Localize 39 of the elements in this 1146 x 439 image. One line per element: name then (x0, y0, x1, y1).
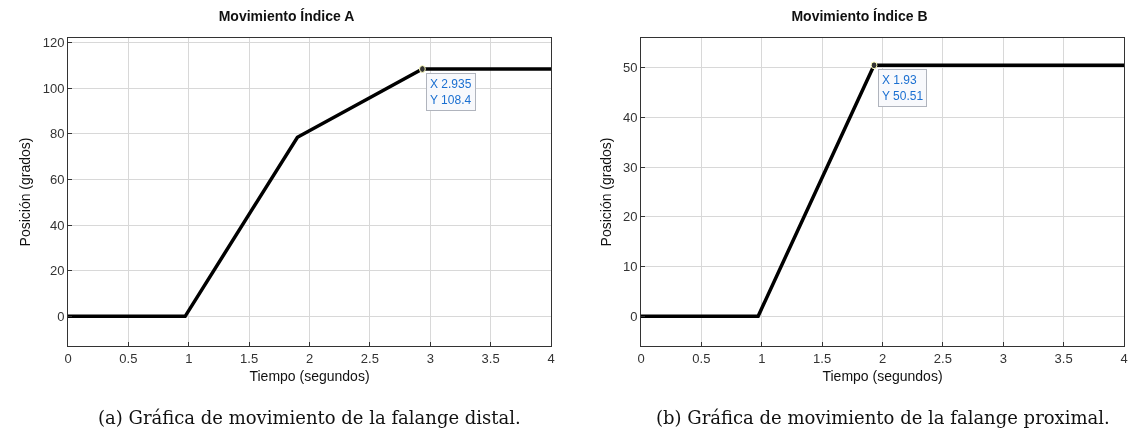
x-tick-label: 3 (999, 350, 1007, 366)
y-tick-label: 40 (49, 217, 65, 233)
text: (a) Gráfica de movimiento de la falange distal. (98, 407, 521, 428)
chart-title: Movimiento Índice A (218, 7, 355, 24)
y-tick-label: 80 (49, 126, 65, 142)
y-tick-label: 100 (42, 80, 65, 96)
y-axis-title: Posición (grados) (597, 137, 614, 247)
x-tick-label: 2 (878, 350, 887, 366)
chart-title: Movimiento Índice B (791, 7, 928, 24)
x-tick-label: 1.5 (813, 350, 832, 366)
x-tick-label: 0.5 (119, 350, 138, 366)
y-tick-label: 120 (42, 35, 65, 51)
y-tick-label: 20 (622, 209, 638, 225)
y-tick-label: 0 (630, 308, 638, 324)
y-tick-label: 60 (49, 172, 65, 187)
y-tick-label: 50 (622, 60, 638, 76)
x-tick-label: 2.5 (360, 350, 379, 366)
y-tick-label: 40 (622, 110, 638, 126)
x-tick-label: 1 (758, 350, 766, 366)
x-axis-title: Tiempo (segundos) (822, 367, 943, 384)
x-tick-label: 3.5 (1054, 350, 1073, 366)
x-tick-label: 4 (547, 350, 555, 366)
y-tick-label: 10 (622, 259, 638, 275)
x-tick-label: 4 (1120, 350, 1128, 366)
x-tick-label: 3.5 (481, 350, 500, 366)
x-tick-label: 3 (426, 350, 434, 366)
x-tick-label: 2 (305, 350, 314, 366)
x-tick-label: 1.5 (240, 350, 259, 366)
x-tick-label: 0.5 (692, 350, 711, 366)
y-tick-label: 20 (49, 263, 65, 279)
x-tick-label: 1 (185, 350, 193, 366)
annotation: X 2.935 Y 108.4 (430, 77, 472, 107)
text: (b) Gráfica de movimiento de la falange proximal. (656, 407, 1110, 428)
y-axis-title: Posición (grados) (17, 137, 34, 247)
y-tick-label: 30 (622, 159, 638, 175)
x-axis-title: Tiempo (segundos) (249, 367, 370, 384)
y-tick-label: 0 (57, 308, 65, 324)
x-tick-label: 2.5 (933, 350, 952, 366)
annotation: X 1.93 Y 50.51 (882, 73, 924, 103)
